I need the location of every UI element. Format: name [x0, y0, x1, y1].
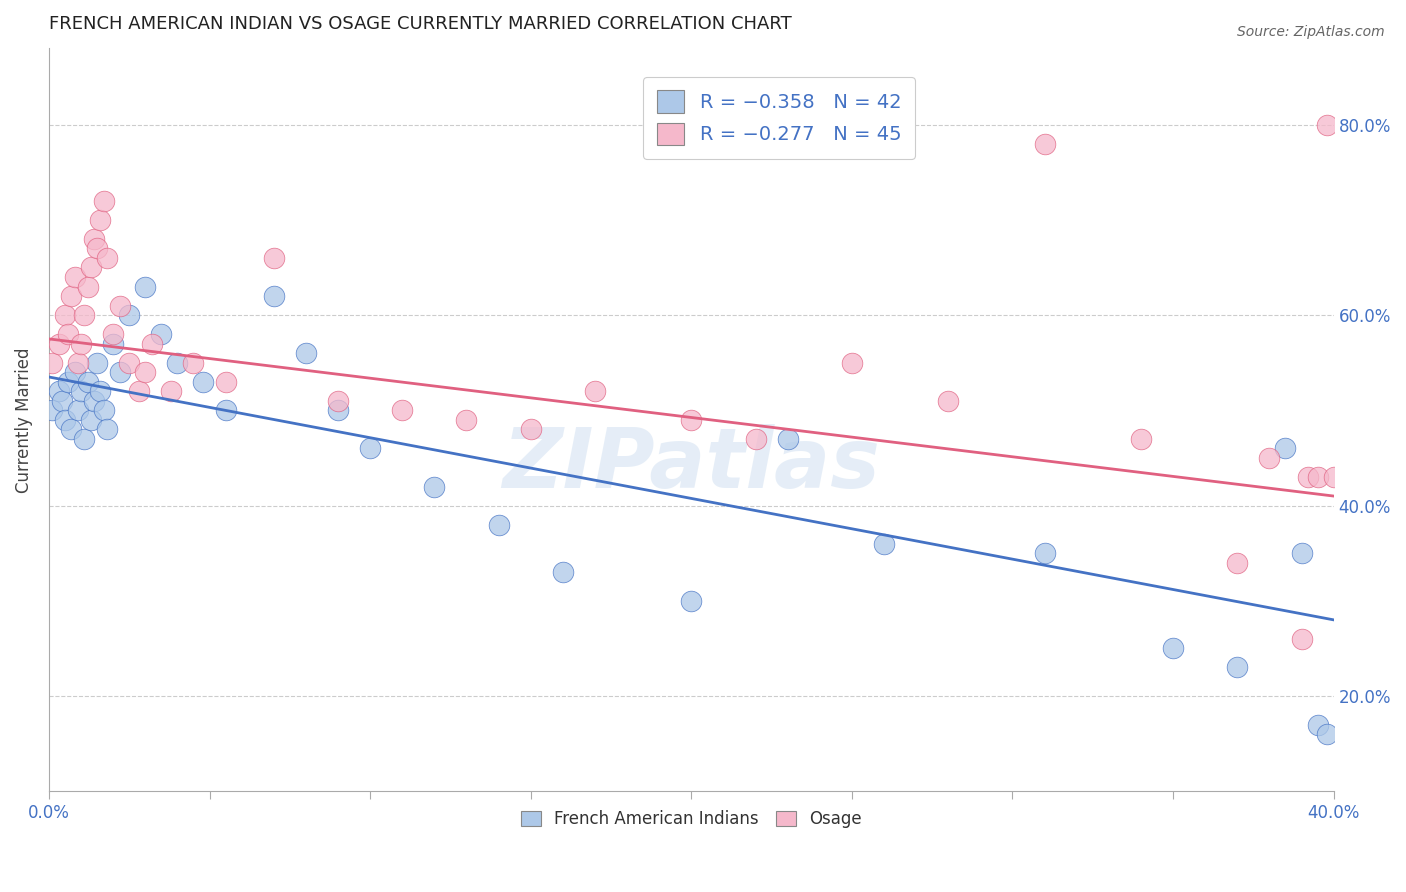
- Point: [456, 413, 478, 427]
- Point: [1291, 632, 1313, 646]
- Point: [73, 432, 96, 446]
- Point: [681, 413, 703, 427]
- Point: [1296, 470, 1319, 484]
- Point: [1291, 546, 1313, 560]
- Point: [93, 194, 115, 208]
- Point: [359, 442, 381, 456]
- Point: [1129, 432, 1152, 446]
- Point: [89, 212, 111, 227]
- Point: [551, 566, 574, 580]
- Point: [214, 375, 236, 389]
- Point: [326, 403, 349, 417]
- Point: [60, 289, 83, 303]
- Point: [1274, 442, 1296, 456]
- Point: [63, 270, 86, 285]
- Point: [86, 242, 108, 256]
- Point: [63, 365, 86, 379]
- Point: [108, 299, 131, 313]
- Point: [96, 422, 118, 436]
- Point: [103, 336, 125, 351]
- Point: [166, 356, 188, 370]
- Point: [160, 384, 183, 399]
- Point: [423, 479, 446, 493]
- Point: [83, 393, 105, 408]
- Point: [583, 384, 606, 399]
- Point: [214, 403, 236, 417]
- Point: [80, 260, 103, 275]
- Text: Source: ZipAtlas.com: Source: ZipAtlas.com: [1237, 25, 1385, 39]
- Point: [66, 356, 89, 370]
- Point: [263, 289, 285, 303]
- Point: [70, 336, 93, 351]
- Point: [681, 594, 703, 608]
- Point: [295, 346, 318, 360]
- Point: [134, 365, 156, 379]
- Point: [76, 375, 98, 389]
- Point: [391, 403, 413, 417]
- Point: [128, 384, 150, 399]
- Point: [53, 413, 76, 427]
- Point: [66, 403, 89, 417]
- Point: [519, 422, 541, 436]
- Point: [744, 432, 766, 446]
- Point: [1226, 660, 1249, 674]
- Point: [1323, 470, 1346, 484]
- Point: [48, 384, 70, 399]
- Point: [108, 365, 131, 379]
- Legend: French American Indians, Osage: French American Indians, Osage: [513, 802, 870, 837]
- Point: [1161, 641, 1184, 656]
- Point: [41, 356, 63, 370]
- Point: [60, 422, 83, 436]
- Point: [58, 375, 80, 389]
- Point: [936, 393, 959, 408]
- Point: [841, 356, 863, 370]
- Point: [96, 251, 118, 265]
- Point: [51, 393, 73, 408]
- Point: [488, 517, 510, 532]
- Point: [326, 393, 349, 408]
- Point: [1339, 470, 1361, 484]
- Point: [1306, 470, 1329, 484]
- Point: [41, 403, 63, 417]
- Text: FRENCH AMERICAN INDIAN VS OSAGE CURRENTLY MARRIED CORRELATION CHART: FRENCH AMERICAN INDIAN VS OSAGE CURRENTL…: [49, 15, 792, 33]
- Point: [48, 336, 70, 351]
- Point: [93, 403, 115, 417]
- Point: [191, 375, 214, 389]
- Point: [134, 279, 156, 293]
- Point: [73, 308, 96, 322]
- Point: [86, 356, 108, 370]
- Point: [263, 251, 285, 265]
- Point: [70, 384, 93, 399]
- Point: [1033, 136, 1056, 151]
- Point: [103, 327, 125, 342]
- Point: [183, 356, 205, 370]
- Point: [1226, 556, 1249, 570]
- Text: ZIPatlas: ZIPatlas: [502, 424, 880, 505]
- Point: [141, 336, 163, 351]
- Point: [80, 413, 103, 427]
- Point: [58, 327, 80, 342]
- Point: [1033, 546, 1056, 560]
- Y-axis label: Currently Married: Currently Married: [15, 347, 32, 492]
- Point: [1306, 717, 1329, 731]
- Point: [53, 308, 76, 322]
- Point: [1258, 450, 1281, 465]
- Point: [1316, 727, 1339, 741]
- Point: [873, 536, 896, 550]
- Point: [118, 356, 141, 370]
- Point: [150, 327, 173, 342]
- Point: [83, 232, 105, 246]
- Point: [89, 384, 111, 399]
- Point: [776, 432, 799, 446]
- Point: [1316, 118, 1339, 132]
- Point: [76, 279, 98, 293]
- Point: [118, 308, 141, 322]
